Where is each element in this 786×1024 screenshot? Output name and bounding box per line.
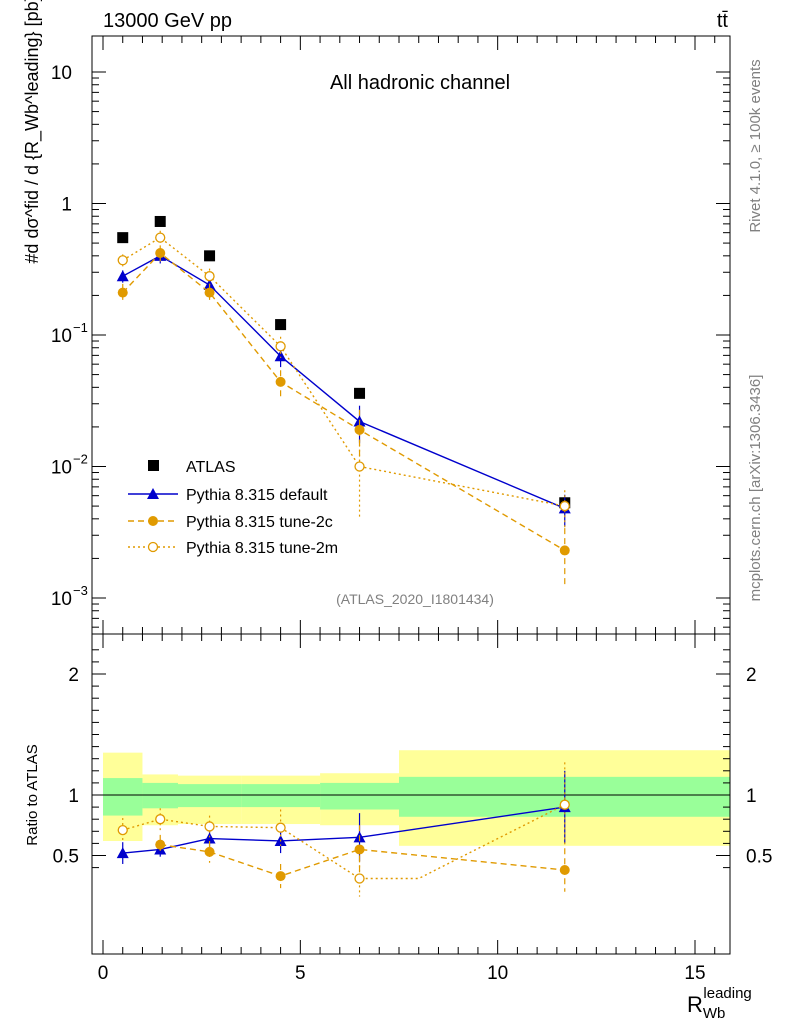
main-marker-open-circle — [354, 461, 365, 472]
header-right-label: tt̄ — [717, 10, 729, 32]
ratio-marker-triangle — [203, 832, 216, 844]
ratio-band-green — [142, 782, 178, 809]
rivet-version-label: Rivet 4.1.0, ≥ 100k events — [747, 59, 764, 232]
header-left-label: 13000 GeV pp — [103, 10, 232, 32]
main-y-tick-exponent: −1 — [73, 320, 88, 335]
main-marker-circle — [155, 248, 166, 259]
legend-label-tune2c: Pythia 8.315 tune-2c — [186, 514, 333, 531]
main-y-tick-exponent: −3 — [73, 583, 88, 598]
main-marker-open-circle — [204, 271, 215, 282]
ratio-band-green — [241, 784, 321, 808]
main-marker-open-circle — [559, 500, 570, 512]
legend-label-default: Pythia 8.315 default — [186, 487, 328, 504]
x-tick-label: 10 — [487, 963, 508, 984]
main-series-line — [122, 236, 565, 507]
ratio-plot-frame — [91, 633, 731, 955]
atlas-data-point — [154, 215, 166, 227]
atlas-data-point — [204, 250, 216, 262]
x-tick-label: 5 — [295, 963, 306, 984]
legend-marker-tune2c — [148, 516, 158, 526]
x-tick-label: 0 — [98, 963, 109, 984]
ratio-marker-circle — [204, 846, 215, 857]
main-marker-triangle — [116, 270, 129, 282]
ratio-band-green — [177, 784, 242, 808]
ratio-marker-circle — [275, 871, 286, 882]
ratio-series-1 — [155, 825, 570, 892]
legend-marker-atlas — [148, 460, 159, 471]
legend-label-tune2m: Pythia 8.315 tune-2m — [186, 540, 338, 557]
ratio-uncertainty-bands — [92, 750, 730, 846]
main-y-tick-label: 10 — [51, 63, 72, 84]
plot-title: All hadronic channel — [330, 72, 510, 94]
main-series-line — [122, 252, 566, 552]
ratio-series-group — [116, 762, 571, 897]
ratio-series-2 — [117, 762, 570, 897]
main-marker-circle — [117, 287, 128, 298]
ratio-marker-open-circle — [559, 799, 570, 810]
ratio-axis-ticks: 0.5 0.5 1 1 2 2 0 5 10 15 — [53, 634, 772, 984]
main-marker-circle — [204, 287, 215, 298]
ratio-marker-open-circle — [155, 814, 166, 825]
main-marker-open-circle — [117, 255, 128, 266]
main-series-2 — [117, 245, 570, 588]
ratio-marker-triangle — [116, 847, 129, 859]
ratio-y-tick-label: 0.5 — [53, 847, 79, 868]
legend: ATLAS Pythia 8.315 default Pythia 8.315 … — [128, 459, 338, 557]
atlas-data-point — [354, 387, 366, 399]
main-y-tick-exponent: −2 — [73, 452, 88, 467]
ratio-y-tick-label-right: 0.5 — [746, 847, 772, 868]
main-series-3 — [117, 230, 570, 529]
legend-label-atlas: ATLAS — [186, 459, 236, 476]
atlas-data-point — [275, 319, 287, 331]
ratio-marker-open-circle — [354, 873, 365, 884]
ratio-marker-circle — [354, 844, 365, 855]
reference-label: (ATLAS_2020_I1801434) — [336, 591, 494, 607]
ratio-band-green — [103, 778, 143, 816]
ratio-marker-open-circle — [204, 821, 215, 832]
legend-marker-tune2m — [147, 541, 159, 553]
ratio-series-line — [122, 806, 565, 854]
ratio-band-green — [320, 782, 399, 810]
atlas-data-point — [117, 232, 129, 244]
ratio-y-tick-label-right: 1 — [746, 786, 757, 807]
main-y-tick-label: 10 — [51, 458, 72, 479]
x-axis-label: RWbleading — [687, 985, 752, 1022]
ratio-marker-open-circle — [117, 824, 128, 836]
ratio-y-tick-label: 2 — [68, 665, 79, 686]
main-marker-circle — [354, 424, 365, 435]
main-y-tick-label: 10 — [51, 326, 72, 347]
mcplots-label: mcplots.cern.ch [arXiv:1306.3436] — [747, 375, 764, 602]
main-y-label: #d dσ^fid / d {R_Wb^leading} [pb] — [22, 0, 43, 264]
main-series-1 — [116, 249, 571, 527]
ratio-y-label: Ratio to ATLAS — [24, 744, 41, 845]
main-y-tick-label: 1 — [61, 195, 72, 216]
main-marker-open-circle — [155, 232, 166, 243]
legend-marker-default — [147, 488, 159, 499]
main-series-group — [116, 215, 571, 588]
main-y-tick-label: 10 — [51, 589, 72, 610]
ratio-y-tick-label: 1 — [68, 786, 79, 807]
ratio-marker-open-circle — [275, 822, 286, 833]
ratio-y-tick-label-right: 2 — [746, 665, 757, 686]
x-tick-label: 15 — [684, 963, 705, 984]
main-marker-circle — [275, 376, 286, 387]
main-marker-open-circle — [275, 341, 286, 352]
ratio-marker-circle — [155, 839, 166, 850]
main-marker-circle — [559, 545, 570, 556]
main-marker-triangle — [274, 350, 287, 362]
ratio-marker-circle — [559, 865, 570, 876]
